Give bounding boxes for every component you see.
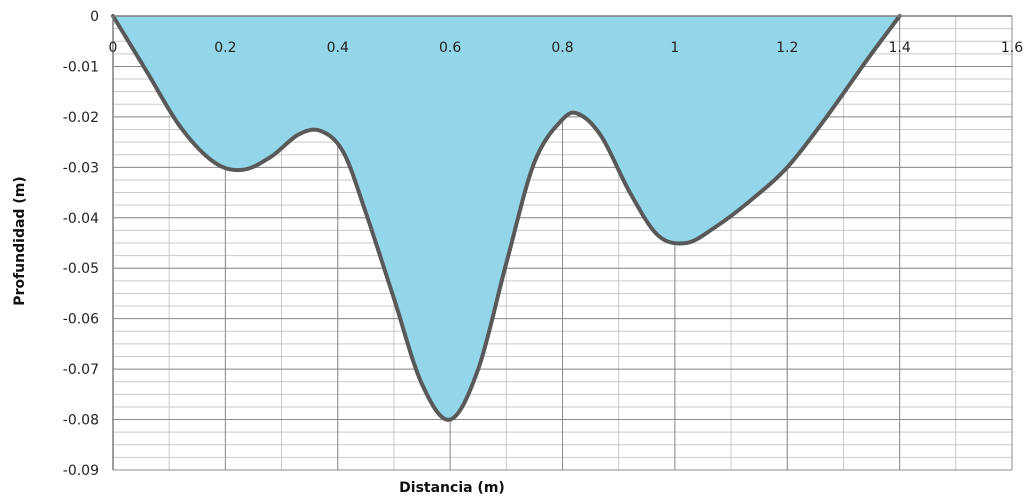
series-layer: [111, 14, 902, 422]
y-tick-label: -0.05: [63, 261, 99, 277]
y-tick-label: -0.04: [63, 211, 99, 227]
y-tick-label: -0.07: [63, 362, 99, 378]
x-axis-title: Distancia (m): [399, 480, 505, 496]
x-tick-label: 1: [670, 40, 679, 56]
x-tick-label: 1.2: [776, 40, 798, 56]
y-tick-label: 0: [90, 9, 99, 25]
series-line: [111, 14, 902, 422]
y-tick-label: -0.06: [63, 312, 99, 328]
x-tick-label: 0.6: [439, 40, 461, 56]
x-tick-label: 0: [109, 40, 118, 56]
axes-layer: [112, 15, 1012, 470]
x-tick-label: 0.2: [214, 40, 236, 56]
y-tick-label: -0.08: [63, 413, 99, 429]
y-tick-label: -0.09: [63, 463, 99, 479]
y-tick-label: -0.03: [63, 160, 99, 176]
x-tick-label: 1.6: [1001, 40, 1023, 56]
x-tick-label: 0.8: [551, 40, 573, 56]
tick-labels: 0 0.2 0.4 0.6 0.8 1 1.2 1.4 1.6 0 -0.01 -0.02 -0.03 -…: [63, 9, 1023, 479]
x-tick-label: 0.4: [327, 40, 349, 56]
y-tick-label: -0.02: [63, 110, 99, 126]
y-tick-label: -0.01: [63, 59, 99, 75]
x-tick-label: 1.4: [888, 40, 910, 56]
series-area-fill: [113, 16, 900, 420]
y-axis-title: Profundidad (m): [12, 176, 28, 305]
